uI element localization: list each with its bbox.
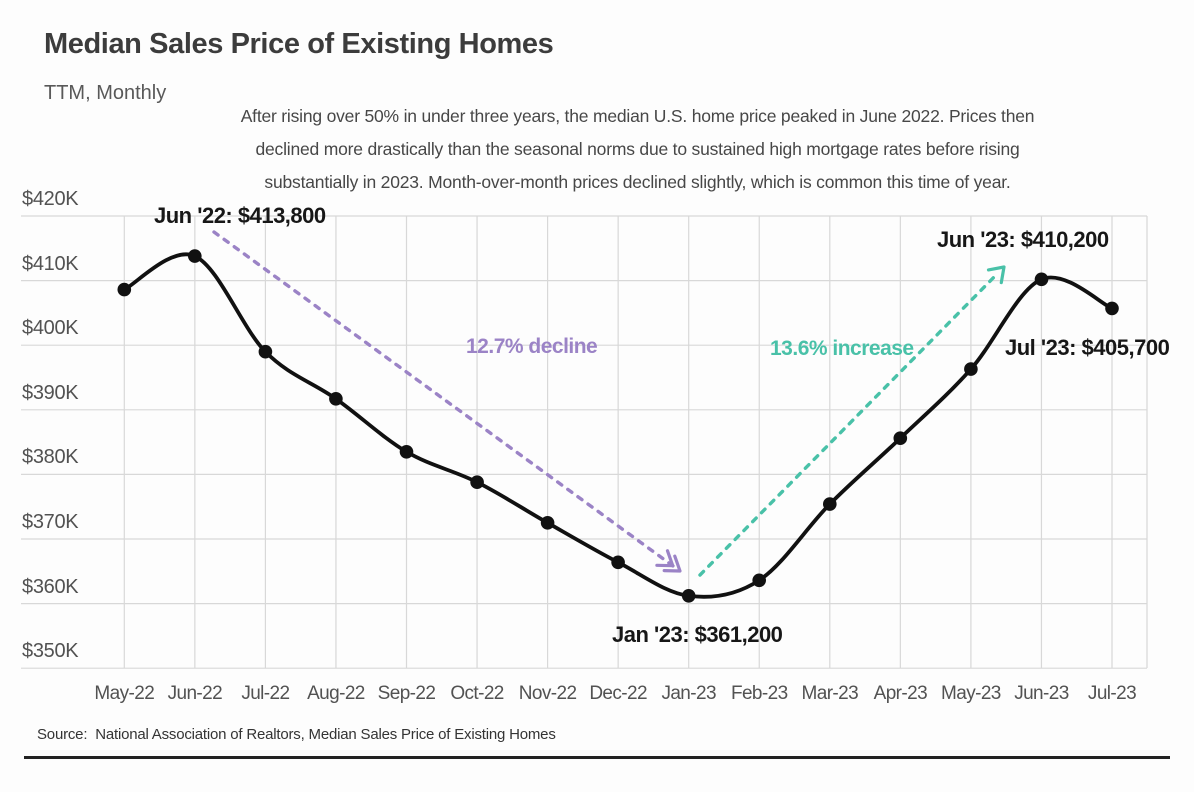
- y-axis-tick-label: $420K: [22, 188, 79, 210]
- data-point-May-23: [964, 362, 978, 376]
- arrowhead: [655, 549, 675, 568]
- x-axis-tick-label: Jul-22: [241, 683, 290, 704]
- data-point-Dec-22: [611, 555, 625, 570]
- annotation-increase-pct: 13.6% increase: [770, 337, 914, 360]
- y-axis-tick-label: $400K: [22, 317, 79, 340]
- x-axis-tick-label: May-23: [941, 683, 1001, 704]
- page-title: Median Sales Price of Existing Homes: [44, 28, 554, 60]
- description-line: declined more drastically than the seaso…: [255, 139, 1020, 159]
- y-axis-tick-label: $360K: [22, 575, 79, 598]
- x-axis-tick-label: Oct-22: [450, 683, 504, 704]
- data-point-Jul-22: [258, 344, 273, 359]
- annotation-jul23-latest: Jul '23: $405,700: [1005, 335, 1170, 360]
- data-point-May-22: [117, 282, 132, 297]
- y-axis-tick-label: $380K: [22, 446, 79, 469]
- x-axis-tick-label: Nov-22: [518, 683, 577, 704]
- y-axis-tick-label: $370K: [22, 511, 79, 533]
- y-axis-tick-label: $350K: [22, 640, 79, 663]
- x-axis-tick-label: May-22: [94, 683, 155, 704]
- x-axis-tick-label: Jul-23: [1087, 683, 1137, 704]
- data-point-Jan-23: [681, 589, 696, 603]
- chart-description: After rising over 50% in under three yea…: [165, 100, 1110, 199]
- annotation-decline-pct: 12.7% decline: [466, 335, 598, 358]
- decline-arrow: [212, 230, 676, 568]
- data-point-Sep-22: [399, 445, 414, 459]
- data-point-Mar-23: [823, 497, 837, 511]
- x-axis-tick-label: Sep-22: [377, 683, 436, 704]
- data-point-Jul-23: [1105, 301, 1119, 316]
- x-axis-tick-label: Aug-22: [307, 683, 365, 704]
- data-point-Feb-23: [752, 573, 766, 588]
- x-axis-tick-label: Mar-23: [801, 683, 859, 704]
- annotation-jan23-trough: Jan '23: $361,200: [612, 622, 783, 647]
- y-axis-tick-label: $410K: [22, 252, 79, 275]
- x-axis-tick-label: Jan-23: [661, 683, 716, 704]
- data-point-Apr-23: [893, 431, 908, 446]
- footer-divider: [24, 756, 1170, 759]
- x-axis-tick-label: Dec-22: [589, 683, 647, 704]
- y-axis-tick-label: $390K: [22, 381, 79, 404]
- source-note: Source: National Association of Realtors…: [37, 726, 556, 743]
- data-point-Nov-22: [540, 516, 555, 530]
- data-point-Oct-22: [470, 475, 484, 490]
- description-line: After rising over 50% in under three yea…: [240, 106, 1035, 126]
- x-axis-tick-label: Jun-22: [167, 683, 223, 704]
- arrowhead: [986, 265, 1006, 285]
- x-axis-tick-label: Feb-23: [730, 683, 788, 704]
- increase-arrow: [698, 270, 1001, 577]
- chart-subtitle: TTM, Monthly: [44, 82, 167, 104]
- data-point-Aug-22: [329, 392, 343, 406]
- data-point-Jun-22: [188, 249, 202, 263]
- description-line: substantially in 2023. Month-over-month …: [264, 172, 1011, 192]
- data-point-Jun-23: [1034, 272, 1049, 287]
- arrowhead: [662, 554, 682, 573]
- x-axis-tick-label: Jun-23: [1014, 683, 1069, 704]
- annotation-jun23-peak: Jun '23: $410,200: [937, 227, 1109, 252]
- annotation-jun22-peak: Jun '22: $413,800: [154, 203, 326, 228]
- x-axis-tick-label: Apr-23: [873, 683, 928, 704]
